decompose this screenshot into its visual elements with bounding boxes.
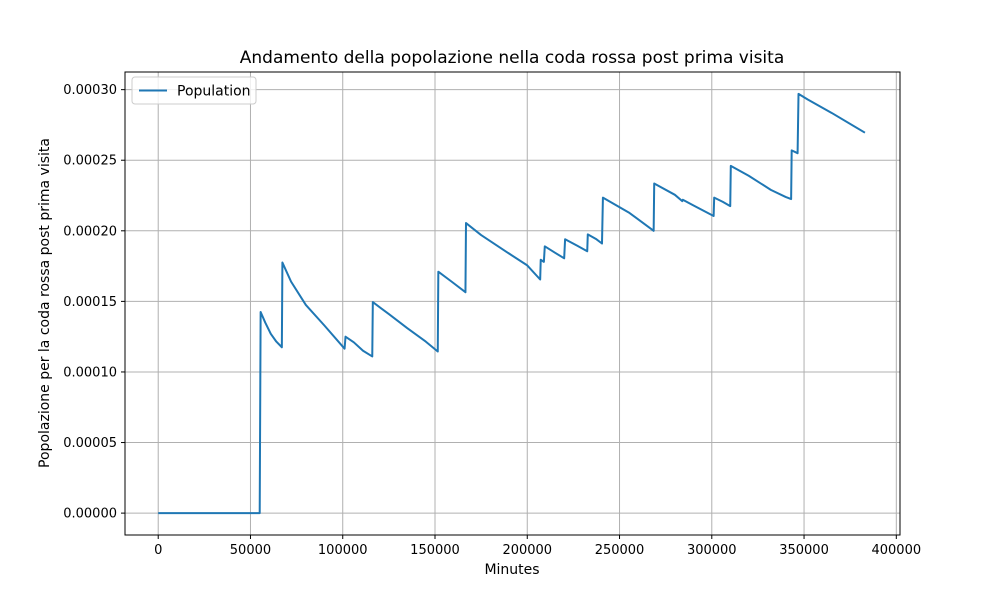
series-line-population bbox=[158, 92, 866, 515]
y-tick-label: 0.00030 bbox=[63, 83, 117, 98]
legend-label-population: Population bbox=[177, 84, 251, 100]
y-tick-label: 0.00020 bbox=[63, 224, 117, 239]
chart-title: Andamento della popolazione nella coda r… bbox=[240, 48, 784, 68]
legend-box bbox=[131, 76, 257, 105]
x-tick-label: 0 bbox=[154, 543, 162, 558]
x-tick-label: 400000 bbox=[871, 543, 921, 558]
x-tick-label: 350000 bbox=[779, 543, 829, 558]
y-tick-label: 0.00015 bbox=[63, 295, 117, 310]
series-lines bbox=[158, 92, 866, 515]
grid-lines bbox=[125, 72, 900, 535]
x-tick-label: 300000 bbox=[687, 543, 737, 558]
y-axis-label: Popolazione per la coda rossa post prima… bbox=[37, 138, 53, 468]
x-axis-ticks: 0 50000 100000 150000 200000 250000 300000 3500… bbox=[154, 535, 921, 558]
legend: Population bbox=[131, 76, 257, 105]
x-tick-label: 200000 bbox=[502, 543, 552, 558]
y-axis-ticks: 0.00000 0.00005 0.00010 0.00015 0.00020 0.000… bbox=[63, 83, 125, 522]
y-tick-label: 0.00000 bbox=[63, 507, 117, 522]
y-tick-label: 0.00005 bbox=[63, 436, 117, 451]
y-tick-label: 0.00025 bbox=[63, 154, 117, 169]
x-axis-label: Minutes bbox=[484, 562, 539, 578]
plot-area-frame bbox=[124, 71, 901, 536]
y-tick-label: 0.00010 bbox=[63, 365, 117, 380]
x-tick-label: 150000 bbox=[410, 543, 460, 558]
x-tick-label: 50000 bbox=[230, 543, 271, 558]
x-tick-label: 100000 bbox=[318, 543, 368, 558]
x-tick-label: 250000 bbox=[595, 543, 645, 558]
